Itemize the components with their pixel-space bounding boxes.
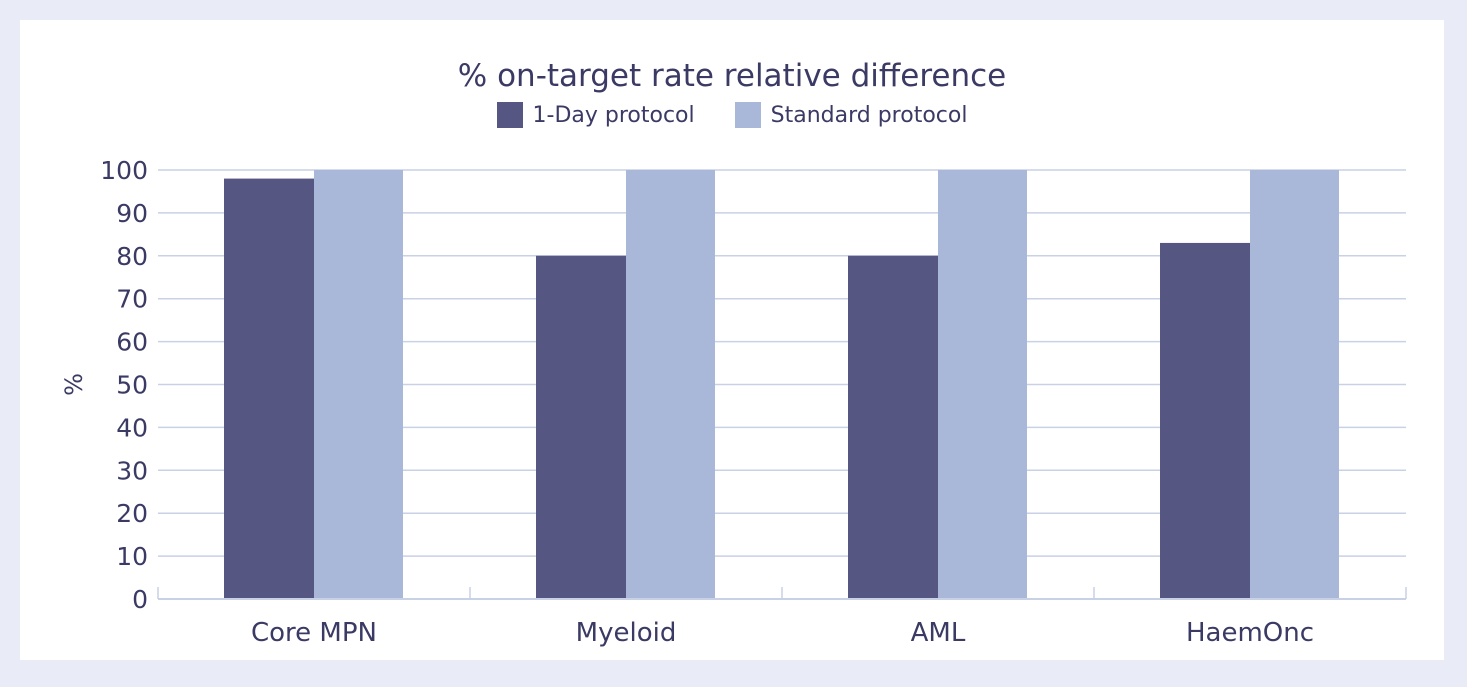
bar-standard-protocol-myeloid xyxy=(626,170,715,599)
y-tick-label: 100 xyxy=(100,156,148,185)
y-tick-label: 30 xyxy=(116,456,148,485)
legend-item-1-day: 1-Day protocol xyxy=(496,102,695,128)
legend-label-1-day: 1-Day protocol xyxy=(532,102,695,128)
legend-swatch-standard xyxy=(734,102,761,128)
chart-legend: 1-Day protocol Standard protocol xyxy=(20,102,1444,128)
y-tick-label: 80 xyxy=(116,242,148,271)
x-category-label: HaemOnc xyxy=(1186,618,1314,648)
chart-title: % on-target rate relative difference xyxy=(457,58,1007,94)
y-tick-label: 20 xyxy=(116,499,148,528)
bar-standard-protocol-haemonc xyxy=(1250,170,1339,599)
bar-1-day-protocol-aml xyxy=(848,255,938,600)
bar-1-day-protocol-core-mpn xyxy=(224,178,314,599)
bar-1-day-protocol-myeloid xyxy=(536,255,626,600)
x-category-label: AML xyxy=(911,618,966,648)
bar-standard-protocol-core-mpn xyxy=(314,170,403,599)
legend-swatch-1-day xyxy=(496,102,523,128)
y-axis-label: % xyxy=(60,373,88,396)
x-category-label: Core MPN xyxy=(251,618,377,648)
legend-item-standard: Standard protocol xyxy=(734,102,968,128)
y-tick-label: 60 xyxy=(116,328,148,357)
x-category-label: Myeloid xyxy=(576,618,677,648)
y-tick-label: 40 xyxy=(116,413,148,442)
y-tick-label: 10 xyxy=(116,542,148,571)
legend-label-standard: Standard protocol xyxy=(770,102,968,128)
bar-1-day-protocol-haemonc xyxy=(1160,242,1250,599)
bar-standard-protocol-aml xyxy=(938,170,1027,599)
chart-panel: % on-target rate relative difference 1-D… xyxy=(20,20,1444,660)
bar-chart: 0 10 20 30 40 50 60 70 80 90 100% Core MPN Myeloid AM… xyxy=(60,156,1407,648)
y-tick-label: 70 xyxy=(116,285,148,314)
y-tick-label: 90 xyxy=(116,199,148,228)
y-tick-label: 50 xyxy=(116,371,148,400)
y-tick-label: 0 xyxy=(132,585,148,614)
